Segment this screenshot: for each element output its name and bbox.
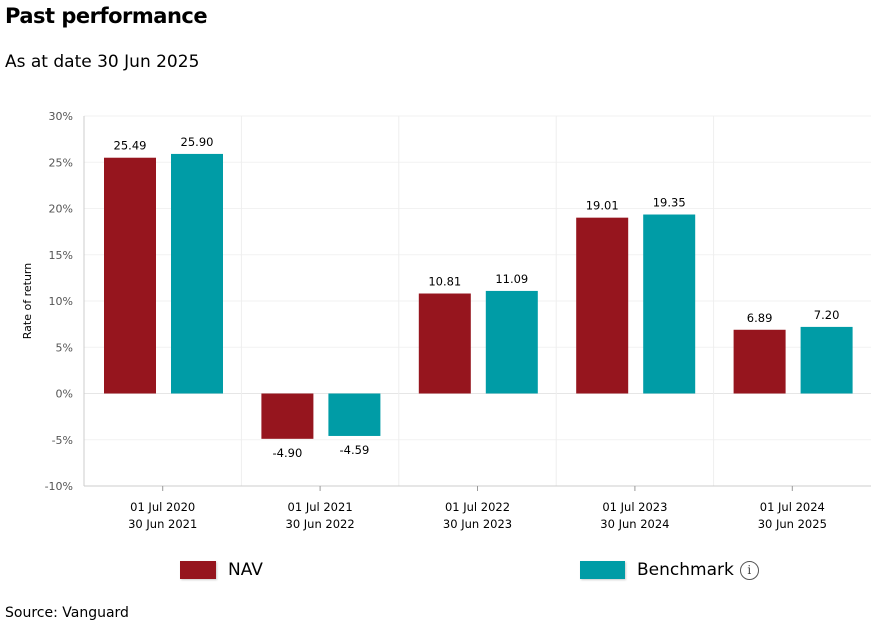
data-label: 10.81 <box>428 275 461 289</box>
bar-benchmark <box>171 153 223 394</box>
x-tick-label: 30 Jun 2025 <box>758 517 827 531</box>
x-tick-label: 01 Jul 2021 <box>288 500 353 514</box>
legend-benchmark[interactable]: Benchmark i <box>580 560 759 580</box>
data-label: 25.90 <box>181 135 214 149</box>
y-tick-label: 30% <box>49 110 73 123</box>
bar-benchmark <box>485 290 538 394</box>
x-tick-label: 30 Jun 2023 <box>443 517 512 531</box>
bar-chart: 30% 25% 20% 15% 10% 5% 0% -5% -10% Rate of return… <box>21 110 871 531</box>
y-axis-label: Rate of return <box>21 263 34 339</box>
info-icon[interactable]: i <box>739 560 759 580</box>
data-label: 7.20 <box>814 308 840 322</box>
data-label: 25.49 <box>114 139 147 153</box>
x-tick-label: 01 Jul 2023 <box>602 500 667 514</box>
bar-nav <box>733 329 786 394</box>
bar-nav <box>104 157 156 394</box>
data-label: 11.09 <box>495 272 528 286</box>
data-label: -4.90 <box>273 446 303 460</box>
page-title: Past performance <box>5 4 208 28</box>
y-tick-label: -5% <box>52 434 73 447</box>
legend-nav[interactable]: NAV <box>180 560 263 580</box>
bar-benchmark <box>643 214 696 394</box>
bar-benchmark <box>800 326 853 394</box>
bar-nav <box>576 217 629 394</box>
x-tick-label: 01 Jul 2022 <box>445 500 510 514</box>
source-note: Source: Vanguard <box>5 605 129 621</box>
legend-nav-label: NAV <box>228 560 263 580</box>
y-tick-label: 5% <box>56 341 73 354</box>
data-label: 19.35 <box>653 196 686 210</box>
data-label: -4.59 <box>340 443 370 457</box>
y-tick-label: 20% <box>49 203 73 216</box>
legend-benchmark-swatch <box>580 561 625 579</box>
bar-nav <box>261 393 314 439</box>
y-tick-label: 0% <box>56 388 73 401</box>
bar-benchmark <box>328 393 381 436</box>
y-tick-label: 10% <box>49 295 73 308</box>
as-at-date: As at date 30 Jun 2025 <box>5 52 200 72</box>
y-tick-label: -10% <box>45 480 73 493</box>
x-tick-label: 30 Jun 2022 <box>286 517 355 531</box>
x-tick-label: 01 Jul 2020 <box>130 500 195 514</box>
legend-nav-swatch <box>180 561 216 579</box>
y-tick-label: 15% <box>49 249 73 262</box>
y-tick-label: 25% <box>49 156 73 169</box>
x-tick-label: 01 Jul 2024 <box>760 500 825 514</box>
x-tick-label: 30 Jun 2021 <box>128 517 197 531</box>
data-label: 19.01 <box>586 199 619 213</box>
legend-benchmark-label: Benchmark <box>637 560 734 580</box>
bar-nav <box>418 293 471 394</box>
x-tick-label: 30 Jun 2024 <box>600 517 669 531</box>
data-label: 6.89 <box>747 311 773 325</box>
